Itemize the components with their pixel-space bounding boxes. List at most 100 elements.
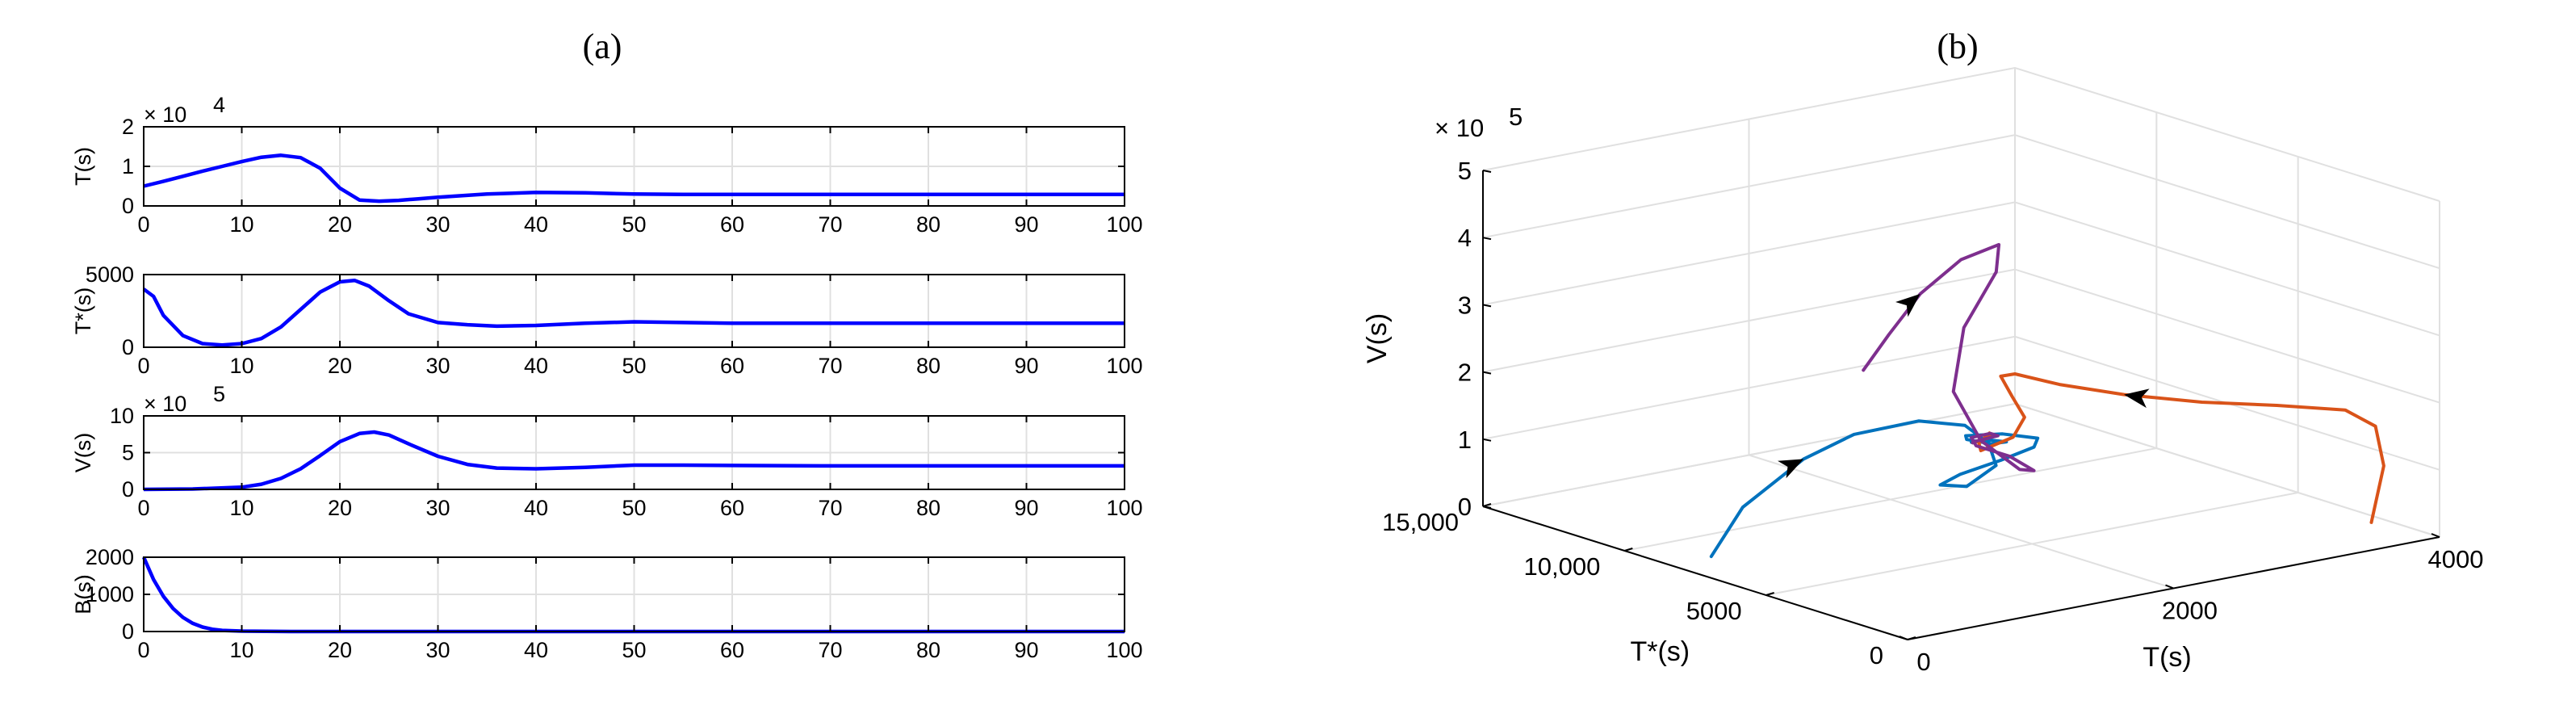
x-tick-label: 100	[1106, 354, 1142, 378]
axis-exponent-power: 4	[213, 93, 225, 117]
x-tick-label: 10	[229, 496, 253, 520]
tick-mark	[1482, 170, 1492, 173]
x-tick-label: 4000	[2428, 545, 2484, 573]
direction-arrow	[1895, 293, 1920, 317]
series-line	[142, 278, 1125, 347]
y-tick-label: 0	[1870, 641, 1883, 669]
panel-label-a: (a)	[583, 27, 622, 66]
grid-line	[1766, 492, 2298, 596]
x-tick-label: 50	[622, 638, 646, 662]
tick-mark	[1482, 371, 1492, 375]
y-axis-label: T*(s)	[1630, 636, 1690, 667]
x-axis-label: T(s)	[2142, 642, 2191, 673]
x-tick-label: 80	[916, 212, 940, 237]
direction-arrow	[2124, 388, 2150, 409]
x-tick-label: 0	[137, 638, 149, 662]
grid-line	[1482, 335, 2440, 471]
y-tick-label: 0	[122, 619, 134, 644]
y-tick-label: 1	[122, 154, 134, 178]
x-tick-label: 20	[328, 354, 352, 378]
x-tick-label: 60	[720, 638, 744, 662]
z-axis-exponent-power: 5	[1509, 103, 1523, 131]
grid-line	[1482, 66, 2440, 202]
x-tick-label: 80	[916, 354, 940, 378]
z-tick-label: 2	[1458, 359, 1472, 387]
x-tick-label: 90	[1014, 496, 1038, 520]
x-tick-label: 2000	[2162, 597, 2218, 625]
x-tick-label: 70	[818, 212, 842, 237]
axis-exponent-power: 5	[213, 382, 225, 406]
x-tick-label: 90	[1014, 212, 1038, 237]
tick-mark	[1624, 548, 1633, 552]
x-tick-label: 40	[524, 638, 548, 662]
x-tick-label: 40	[524, 212, 548, 237]
x-tick-label: 80	[916, 638, 940, 662]
tick-mark	[1482, 237, 1492, 241]
x-tick-label: 30	[425, 354, 450, 378]
subplot-1: 0 10 20 30 40 50 60 70 80 90 100 0 1 2 T(s) × 10 4	[71, 93, 1143, 237]
x-tick-label: 40	[524, 354, 548, 378]
x-tick-label: 70	[818, 496, 842, 520]
trajectory-purple	[1862, 242, 2036, 472]
trajectories	[1709, 242, 2385, 559]
grid-3d	[1482, 66, 2440, 640]
x-tick-label: 10	[229, 212, 253, 237]
y-tick-label: 10,000	[1524, 552, 1601, 581]
z-tick-label: 0	[1458, 493, 1472, 521]
x-tick-label: 0	[137, 496, 149, 520]
tick-mark	[1482, 304, 1492, 308]
subplot-3: 0 10 20 30 40 50 60 70 80 90 100 0 5 10 V(s) × 10 5	[71, 382, 1143, 520]
x-tick-label: 30	[425, 212, 450, 237]
x-tick-label: 0	[137, 212, 149, 237]
x-tick-label: 0	[1916, 648, 1930, 676]
z-axis-exponent: × 10	[1435, 114, 1484, 142]
x-tick-label: 60	[720, 212, 744, 237]
x-tick-label: 20	[328, 638, 352, 662]
z-tick-label: 3	[1458, 291, 1472, 319]
x-tick-label: 30	[425, 496, 450, 520]
y-tick-label: 2000	[86, 545, 134, 569]
grid-line	[1624, 447, 2157, 552]
y-tick-label: 0	[122, 194, 134, 218]
trajectory-blue	[1709, 419, 2040, 559]
x-tick-label: 90	[1014, 354, 1038, 378]
x-tick-label: 40	[524, 496, 548, 520]
x-tick-label: 30	[425, 638, 450, 662]
x-tick-label: 60	[720, 354, 744, 378]
panel-label-b: (b)	[1937, 27, 1978, 66]
grid-line	[1482, 201, 2440, 337]
direction-arrow	[1778, 459, 1804, 479]
x-tick-label: 70	[818, 638, 842, 662]
tick-mark	[2165, 584, 2174, 590]
x-tick-label: 100	[1106, 496, 1142, 520]
x-tick-label: 0	[137, 354, 149, 378]
x-tick-label: 70	[818, 354, 842, 378]
x-tick-label: 80	[916, 496, 940, 520]
series-line	[143, 153, 1125, 204]
axis-exponent: × 10	[144, 392, 186, 416]
y-axis-label: T(s)	[71, 147, 95, 186]
x-tick-label: 50	[622, 496, 646, 520]
x-tick-label: 20	[328, 212, 352, 237]
tick-mark	[1899, 636, 1908, 640]
y-tick-label: 1000	[86, 582, 134, 606]
x-tick-label: 100	[1106, 212, 1142, 237]
tick-mark	[1766, 592, 1774, 596]
axis-line	[1482, 506, 1908, 640]
y-tick-label: 5	[122, 441, 134, 465]
axis-exponent: × 10	[144, 103, 186, 127]
y-axis-label: B(s)	[71, 574, 95, 615]
x-tick-label: 10	[229, 638, 253, 662]
y-tick-label: 0	[122, 335, 134, 359]
x-tick-label: 10	[229, 354, 253, 378]
z-tick-label: 5	[1458, 157, 1472, 185]
x-tick-label: 90	[1014, 638, 1038, 662]
y-tick-label: 15,000	[1382, 508, 1459, 536]
x-tick-label: 100	[1106, 638, 1142, 662]
tick-mark	[1907, 636, 1916, 640]
x-tick-label: 50	[622, 212, 646, 237]
